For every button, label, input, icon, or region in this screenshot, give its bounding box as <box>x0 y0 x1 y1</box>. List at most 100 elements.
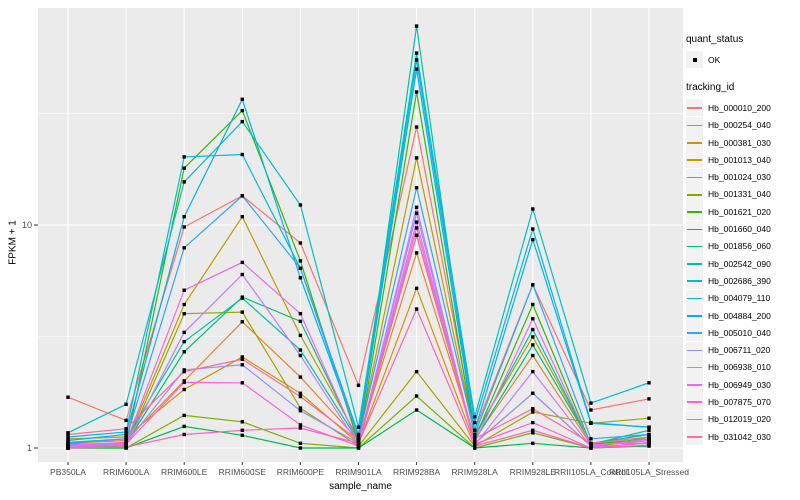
legend-key <box>686 168 703 186</box>
data-point <box>414 220 419 224</box>
legend-item-Hb_000010_200: Hb_000010_200 <box>686 99 798 117</box>
data-point <box>531 327 535 332</box>
data-point <box>414 156 419 160</box>
data-point <box>414 211 419 215</box>
legend-item-label: Hb_000381_030 <box>708 137 771 148</box>
legend-item-ok: OK <box>686 51 798 69</box>
line-swatch-icon <box>687 228 702 231</box>
line-swatch-icon <box>687 159 702 161</box>
legend-item-label: Hb_004884_200 <box>708 310 771 321</box>
legend-gap <box>686 68 798 78</box>
data-point <box>298 203 303 207</box>
data-point <box>124 432 128 437</box>
legend-key <box>686 307 703 324</box>
data-point <box>647 443 651 447</box>
data-point <box>473 415 477 419</box>
legend-item-Hb_001856_060: Hb_001856_060 <box>686 237 798 255</box>
data-point <box>531 369 535 374</box>
legend-item-Hb_006938_010: Hb_006938_010 <box>686 358 798 376</box>
data-point <box>298 406 303 410</box>
line-swatch-icon <box>687 124 702 127</box>
data-point <box>589 401 593 405</box>
legend-item-label: Hb_004079_110 <box>708 293 771 304</box>
data-point <box>182 180 186 184</box>
data-point <box>66 435 70 439</box>
x-tick-label-PB350LA: PB350LA <box>50 467 86 477</box>
legend-item-label: Hb_001660_040 <box>708 224 771 235</box>
data-point <box>298 312 303 316</box>
data-point <box>124 442 128 446</box>
x-tick-label-RRIM928LA: RRIM928LA <box>451 467 498 477</box>
data-point <box>589 408 593 412</box>
data-point <box>414 394 419 398</box>
data-point <box>240 119 244 124</box>
line-swatch-icon <box>687 107 702 110</box>
legend-key <box>686 185 703 203</box>
legend-key <box>686 358 703 376</box>
data-point <box>414 186 419 190</box>
legend-item-Hb_001331_040: Hb_001331_040 <box>686 185 798 203</box>
legend-item-Hb_005010_040: Hb_005010_040 <box>686 324 798 342</box>
data-point <box>240 355 244 359</box>
data-point <box>182 413 186 418</box>
data-point <box>531 237 535 242</box>
data-point <box>66 395 70 399</box>
x-tick-label-RRIM928LE: RRIM928LE <box>509 467 556 477</box>
legend-key <box>686 272 703 290</box>
data-point <box>298 266 303 270</box>
legend-key <box>686 116 703 134</box>
legend-item-label: Hb_002686_390 <box>708 275 771 286</box>
line-swatch-icon <box>687 193 702 196</box>
data-point <box>182 225 186 229</box>
line-swatch-icon <box>687 401 702 404</box>
data-point <box>124 402 128 406</box>
data-point <box>240 428 244 432</box>
y-tick-label: 1 <box>26 443 32 453</box>
x-tick-label-RRIM600SE: RRIM600SE <box>218 467 266 477</box>
data-point <box>647 438 651 443</box>
data-point <box>356 444 361 448</box>
data-point <box>647 425 651 429</box>
data-point <box>124 437 128 441</box>
data-point <box>298 441 303 445</box>
data-point <box>182 339 186 344</box>
data-point <box>66 446 70 450</box>
legend: quant_status OK tracking_id Hb_000010_20… <box>686 30 798 446</box>
legend-key <box>686 324 703 342</box>
data-point <box>531 227 535 231</box>
data-point <box>182 215 186 219</box>
data-point <box>240 363 244 367</box>
data-point <box>414 24 419 28</box>
legend-item-Hb_001024_030: Hb_001024_030 <box>686 168 798 186</box>
data-point <box>240 108 244 113</box>
data-point <box>414 125 419 129</box>
data-point <box>647 440 651 445</box>
legend-item-Hb_007875_070: Hb_007875_070 <box>686 393 798 411</box>
x-tick-label-RRII105LA_Control: RRII105LA_Control <box>554 467 628 477</box>
x-axis-title: sample_name <box>329 481 392 492</box>
data-point <box>356 446 361 450</box>
data-point <box>414 286 419 290</box>
data-point <box>356 432 361 437</box>
data-point <box>182 350 186 354</box>
legend-item-label: Hb_031042_030 <box>708 431 771 442</box>
data-point <box>647 397 651 401</box>
data-point <box>240 272 244 277</box>
data-point <box>182 312 186 316</box>
data-point <box>298 375 303 379</box>
data-point <box>531 207 535 211</box>
legend-item-label: Hb_007875_070 <box>708 396 771 407</box>
data-point <box>182 246 186 250</box>
data-point <box>473 437 477 441</box>
data-point <box>240 381 244 385</box>
line-swatch-icon <box>687 349 702 352</box>
data-point <box>298 353 303 358</box>
data-point <box>66 438 70 443</box>
legend-item-Hb_002542_090: Hb_002542_090 <box>686 255 798 273</box>
x-tick-label-RRIM600PE: RRIM600PE <box>276 467 325 477</box>
legend-item-Hb_031042_030: Hb_031042_030 <box>686 428 798 446</box>
legend-item-label: Hb_002542_090 <box>708 258 771 269</box>
line-swatch-icon <box>687 332 702 334</box>
x-tick-label-RRII105LA_Stressed: RRII105LA_Stressed <box>609 467 689 477</box>
